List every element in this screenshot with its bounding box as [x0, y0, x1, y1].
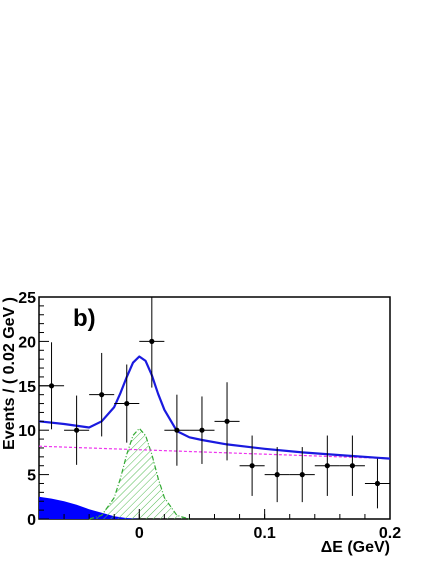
data-points-layer [39, 297, 390, 509]
x-tick-label: 0 [135, 525, 144, 542]
data-point [74, 427, 80, 433]
y-tick-label: 5 [27, 468, 36, 485]
data-point [124, 400, 130, 407]
x-tick-label: 0.2 [379, 525, 401, 542]
data-point [99, 392, 105, 398]
background-component-line [38, 445, 391, 460]
data-point [249, 463, 255, 469]
panel-label: b) [73, 305, 96, 332]
data-point [349, 463, 355, 469]
data-point [274, 472, 280, 478]
data-point [48, 383, 55, 389]
data-point [299, 472, 305, 478]
y-axis-title: Events / ( 0.02 GeV ) [1, 297, 18, 450]
data-point [149, 338, 155, 344]
axes-layer: 0 0.1 0.2 0 5 10 15 20 25 [18, 290, 401, 542]
fill-layer [39, 427, 190, 520]
signal-component-area [89, 428, 190, 519]
x-tick-label: 0.1 [254, 525, 276, 542]
data-point [374, 480, 381, 487]
peaking-component-area [39, 496, 140, 519]
data-point [324, 463, 330, 469]
data-point [199, 427, 205, 433]
y-tick-label: 25 [18, 290, 36, 307]
total-fit-curve [38, 355, 391, 460]
signal-component-outline [88, 427, 190, 520]
curve-layer [38, 355, 391, 460]
x-axis-title: ΔE (GeV) [321, 539, 390, 556]
data-point [174, 427, 180, 433]
y-tick-label: 0 [27, 512, 36, 529]
y-tick-label: 20 [18, 334, 36, 351]
y-tick-label: 15 [18, 379, 36, 396]
data-point [224, 418, 230, 424]
y-tick-label: 10 [18, 423, 36, 440]
